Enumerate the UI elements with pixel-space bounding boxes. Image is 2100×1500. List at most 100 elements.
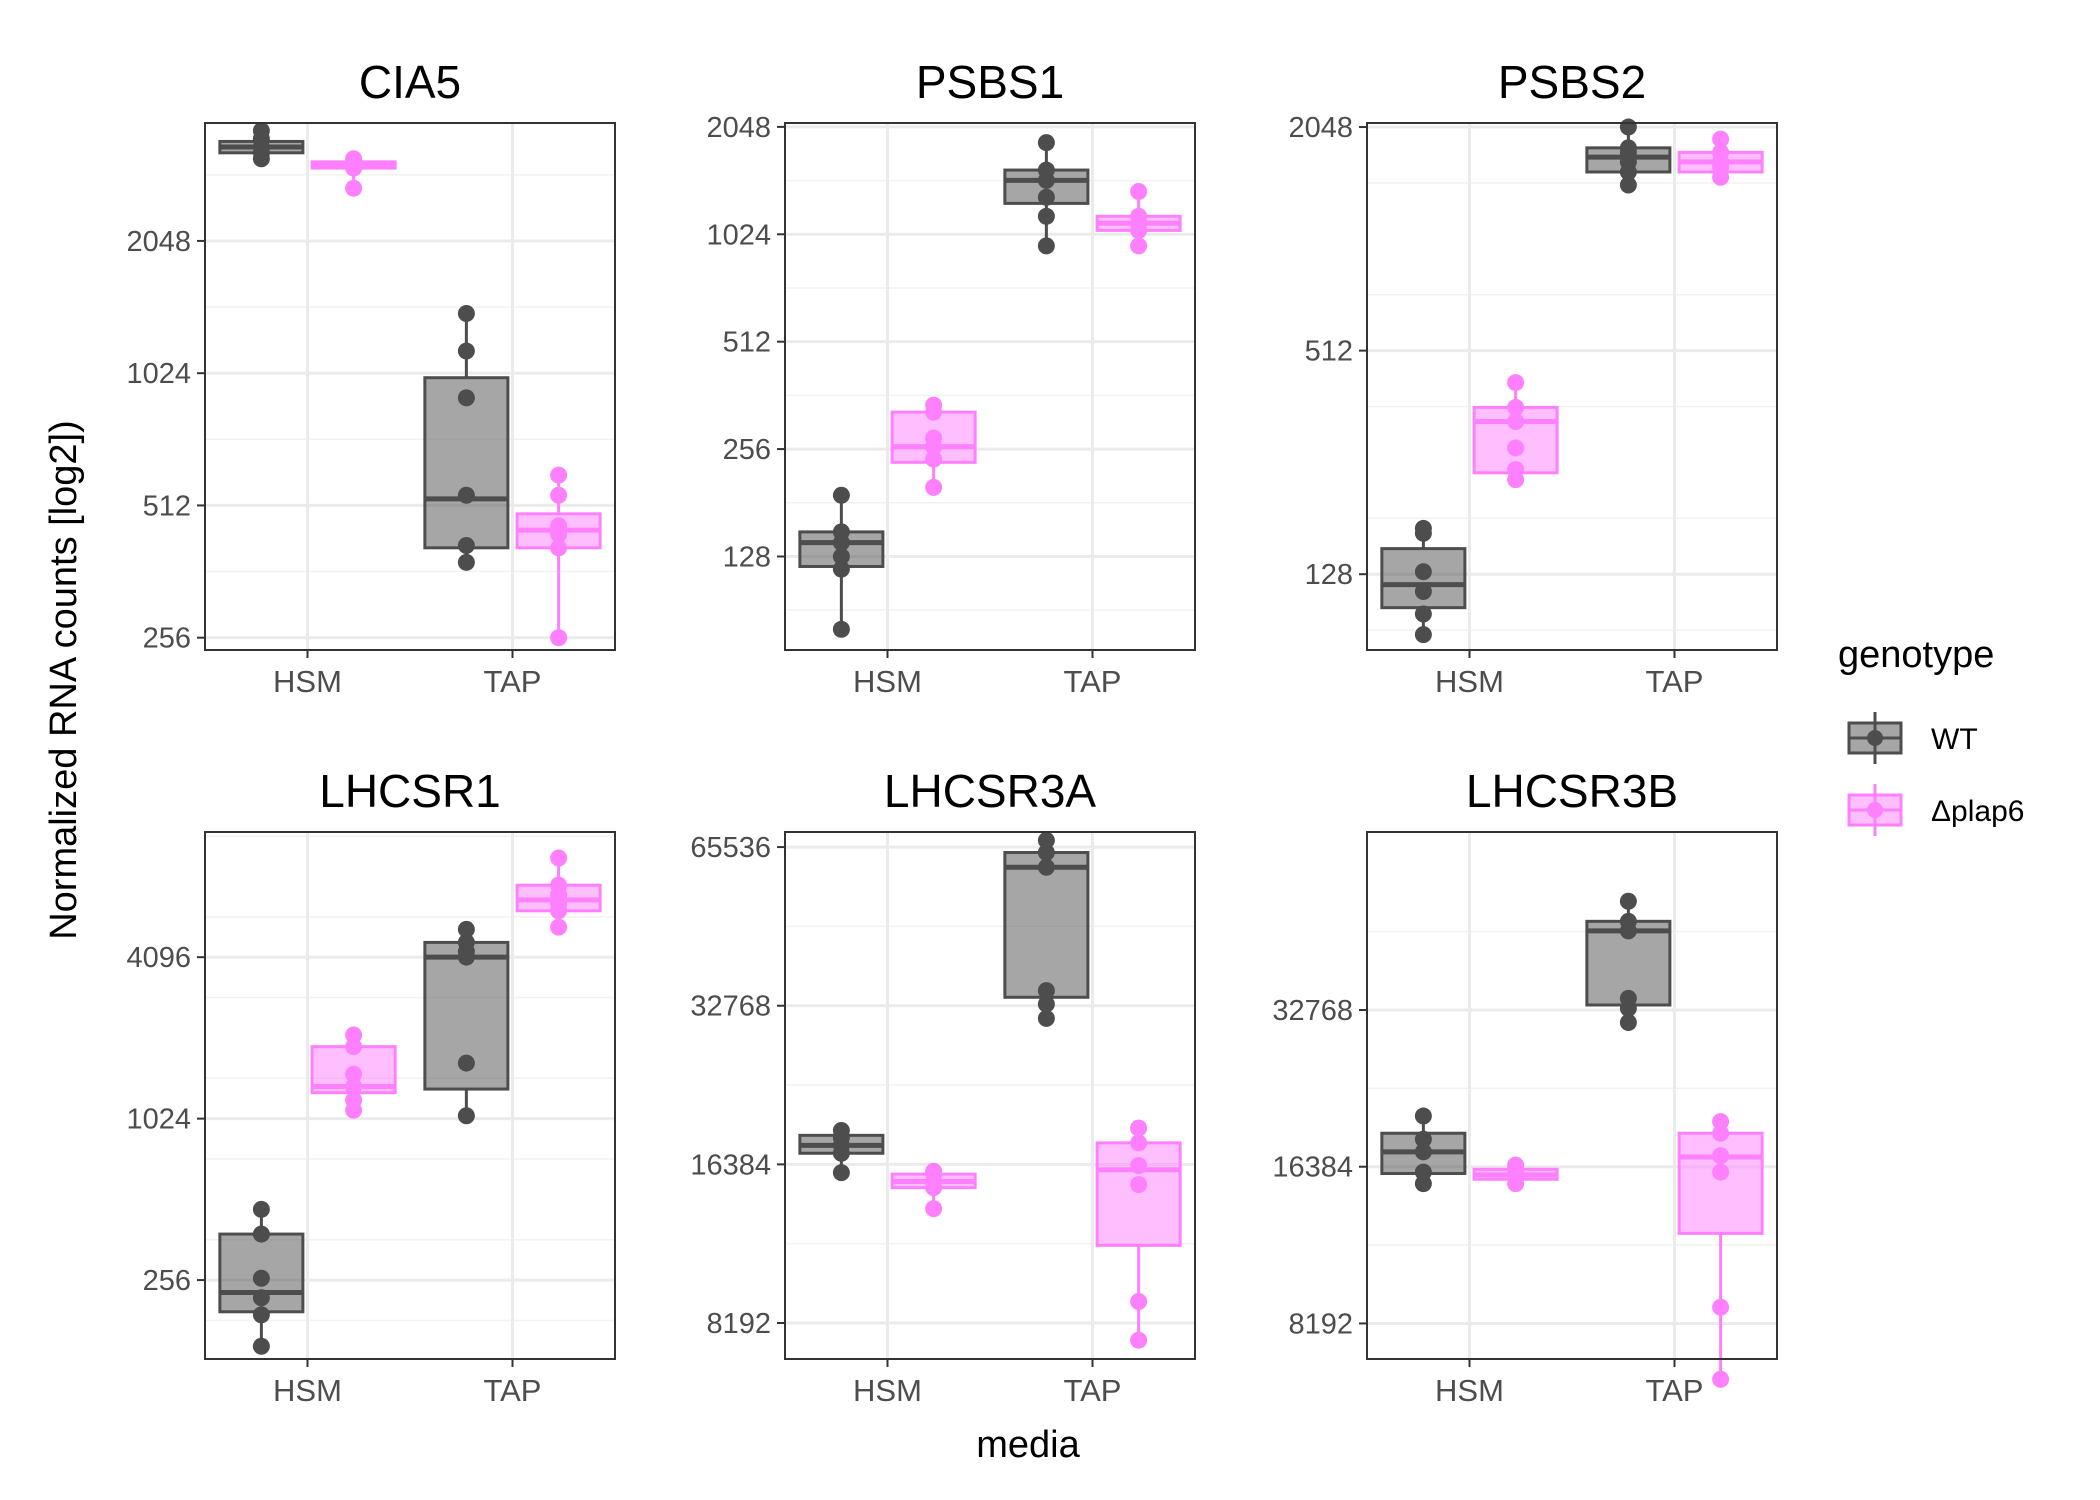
box-wt-tap	[1585, 892, 1672, 1032]
data-point	[1619, 139, 1637, 157]
panel-lhcsr3b: LHCSR3B 8192 16384 32768 HSM TAP	[1272, 765, 1778, 1408]
data-point	[457, 486, 475, 504]
data-point	[925, 478, 943, 496]
panel-border	[204, 831, 616, 1360]
y-tick-label: 1024	[706, 219, 771, 251]
minor-gridlines	[205, 174, 615, 573]
data-point	[925, 1162, 943, 1180]
y-axis: 256 512 1024 2048	[126, 226, 205, 655]
data-point	[1037, 982, 1055, 1000]
y-tick-label: 65536	[690, 832, 771, 864]
data-point	[550, 539, 568, 557]
x-axis: HSM TAP	[853, 1359, 1122, 1408]
panel-lhcsr1: LHCSR1 256 1024 4096 HSM TAP	[126, 765, 616, 1408]
panel-lhcsr3a: LHCSR3A 8192 16384 32768 65536 HSM TAP	[690, 765, 1196, 1408]
box-plap6-hsm	[1472, 1156, 1559, 1193]
legend-key-wt-point	[1867, 730, 1883, 746]
data-point	[457, 920, 475, 938]
box-wt-tap	[1003, 134, 1090, 255]
x-axis: HSM TAP	[1435, 1359, 1704, 1408]
data-point	[1037, 161, 1055, 179]
panel-border	[1366, 122, 1778, 651]
data-point	[1712, 1147, 1730, 1165]
minor-gridlines	[1367, 182, 1777, 631]
data-point	[457, 342, 475, 360]
major-gridlines	[785, 832, 1195, 1359]
data-point	[1130, 1176, 1148, 1194]
data-point	[252, 1200, 270, 1218]
data-point	[1130, 1157, 1148, 1175]
panel-title: LHCSR3B	[1466, 765, 1678, 817]
x-axis-label: media	[976, 1424, 1080, 1466]
data-point	[1414, 1143, 1432, 1161]
box-plap6-tap	[1095, 182, 1182, 255]
box-wt-hsm	[1380, 1107, 1467, 1193]
data-point	[345, 1026, 363, 1044]
panel-title: CIA5	[359, 56, 461, 108]
x-axis: HSM TAP	[273, 1359, 542, 1408]
data-point	[1130, 237, 1148, 255]
data-point	[1507, 412, 1525, 430]
y-tick-label: 8192	[1288, 1308, 1353, 1340]
x-axis: HSM TAP	[853, 650, 1122, 699]
y-tick-label: 512	[723, 327, 771, 359]
y-tick-label: 256	[723, 434, 771, 466]
data-point	[925, 1200, 943, 1218]
data-point	[550, 849, 568, 867]
minor-gridlines	[1367, 930, 1777, 1246]
data-point	[1414, 519, 1432, 537]
box-plap6-tap	[1095, 1119, 1182, 1349]
y-axis: 256 1024 4096	[126, 942, 205, 1297]
panel-psbs1: PSBS1 128 256 512 1024 2048 HSM TAP	[706, 56, 1196, 699]
data-point	[832, 1121, 850, 1139]
data-point	[1037, 188, 1055, 206]
data-point	[1130, 1134, 1148, 1152]
y-tick-label: 32768	[690, 991, 771, 1023]
data-point	[1414, 626, 1432, 644]
data-point	[832, 1164, 850, 1182]
x-tick-label: TAP	[1064, 1373, 1122, 1408]
y-tick-label: 2048	[126, 226, 191, 258]
panel-psbs2: PSBS2 128 512 2048 HSM TAP	[1288, 56, 1778, 699]
data-point	[345, 150, 363, 168]
major-gridlines	[205, 832, 615, 1359]
data-point	[345, 1091, 363, 1109]
box-plap6-tap	[515, 849, 602, 936]
major-gridlines	[785, 123, 1195, 650]
data-point	[550, 876, 568, 894]
data-point	[1130, 1119, 1148, 1137]
data-point	[1712, 1370, 1730, 1388]
data-point	[1712, 1298, 1730, 1316]
y-axis: 8192 16384 32768 65536	[690, 832, 785, 1340]
data-point	[457, 389, 475, 407]
y-tick-label: 1024	[126, 1104, 191, 1136]
data-point	[832, 560, 850, 578]
data-point	[1037, 858, 1055, 876]
minor-gridlines	[205, 835, 615, 1322]
data-point	[457, 933, 475, 951]
panel-title: LHCSR3A	[884, 765, 1097, 817]
data-point	[1507, 398, 1525, 416]
data-point	[925, 429, 943, 447]
panel-cia5: CIA5 256 512 1024 2048 HSM TAP	[126, 56, 616, 699]
x-tick-label: HSM	[853, 664, 922, 699]
y-tick-label: 4096	[126, 942, 191, 974]
legend-key-plap6	[1847, 784, 1903, 836]
data-point	[1037, 1009, 1055, 1027]
panel-border	[784, 122, 1196, 651]
legend-key-plap6-point	[1867, 802, 1883, 818]
data-point	[1130, 207, 1148, 225]
box-plap6-hsm	[890, 1162, 977, 1218]
data-point	[832, 523, 850, 541]
box-wt-hsm	[798, 486, 885, 638]
data-point	[1414, 1107, 1432, 1125]
data-point	[1619, 892, 1637, 910]
data-point	[832, 620, 850, 638]
data-point	[1619, 989, 1637, 1007]
data-point	[1037, 237, 1055, 255]
box-plap6-tap	[1677, 1113, 1764, 1388]
box-wt-tap	[423, 920, 510, 1125]
y-tick-label: 512	[143, 490, 191, 522]
data-point	[1712, 1113, 1730, 1131]
x-tick-label: HSM	[1435, 1373, 1504, 1408]
